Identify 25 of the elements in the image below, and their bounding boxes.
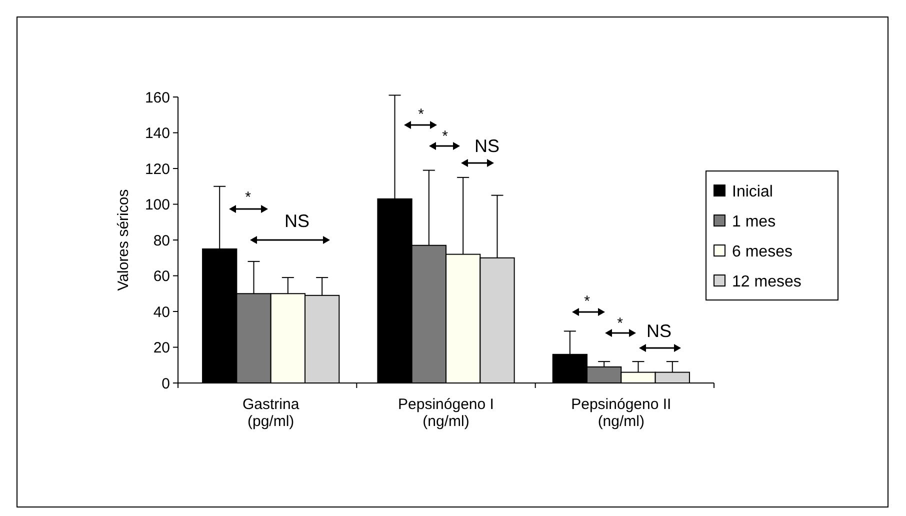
x-tick-label: Pepsinógeno II (ng/ml) <box>571 396 672 430</box>
x-tick-label: Gastrina (pg/ml) <box>242 396 300 430</box>
annotation: * <box>442 128 448 145</box>
legend-label: 6 meses <box>732 244 792 261</box>
y-tick-label: 40 <box>153 304 170 321</box>
annotation: * <box>617 315 624 332</box>
y-tick-label: 80 <box>153 232 170 250</box>
y-tick-label: 120 <box>144 160 170 178</box>
annotation: * <box>245 189 252 206</box>
y-tick-label: 140 <box>144 125 170 142</box>
annotation: NS <box>284 211 310 231</box>
y-tick-label: 100 <box>144 196 170 214</box>
y-axis-title: Valores séricos <box>115 189 132 291</box>
legend-label: 1 mes <box>732 214 776 231</box>
annotation: * <box>584 293 590 310</box>
y-tick-label: 0 <box>162 375 170 392</box>
y-tick-label: 160 <box>144 89 170 106</box>
y-tick-label: 60 <box>153 268 170 285</box>
legend-label: 12 meses <box>732 274 802 291</box>
annotation: NS <box>646 321 672 341</box>
annotation: NS <box>474 136 500 156</box>
x-tick-label: Pepsinógeno I (ng/ml) <box>398 396 494 430</box>
annotation: * <box>418 106 424 123</box>
y-tick-label: 20 <box>153 340 170 356</box>
legend-label: Inicial <box>732 184 773 201</box>
